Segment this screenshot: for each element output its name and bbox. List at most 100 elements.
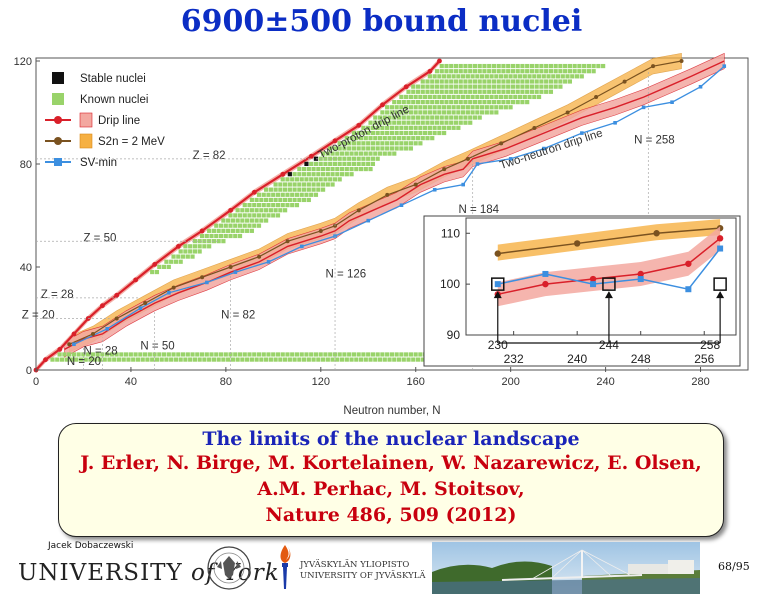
known-nucleus-cell — [249, 218, 254, 223]
known-nucleus-cell — [404, 141, 409, 146]
inset-svmin-point — [590, 281, 597, 288]
known-nucleus-cell — [418, 105, 423, 110]
known-nucleus-cell — [394, 110, 399, 115]
jyu-torch-icon — [280, 545, 291, 589]
known-nucleus-cell — [425, 89, 430, 94]
inset-marked-n-label: 244 — [599, 338, 619, 352]
inset-point — [716, 235, 724, 242]
known-nucleus-cell — [396, 357, 402, 362]
known-nucleus-cell — [487, 79, 492, 84]
known-nucleus-cell — [439, 89, 444, 94]
known-nucleus-cell — [290, 352, 295, 357]
known-nucleus-cell — [354, 151, 359, 156]
known-nucleus-cell — [366, 141, 371, 146]
known-nucleus-cell — [427, 105, 432, 110]
svmin-point — [105, 327, 109, 331]
known-nucleus-cell — [237, 233, 243, 239]
known-nucleus-cell — [475, 74, 480, 79]
known-nucleus-cell — [214, 352, 219, 357]
known-nucleus-cell — [249, 357, 254, 362]
known-nucleus-cell — [449, 79, 454, 84]
known-nucleus-cell — [287, 182, 292, 187]
known-nucleus-cell — [449, 69, 454, 74]
known-nucleus-cell — [444, 69, 449, 74]
known-nucleus-cell — [510, 89, 516, 94]
known-nucleus-cell — [283, 187, 288, 192]
known-nucleus-cell — [363, 357, 368, 362]
known-nucleus-cell — [451, 74, 456, 79]
known-nucleus-cell — [166, 264, 171, 269]
known-nucleus-cell — [389, 110, 394, 115]
known-nucleus-cell — [81, 352, 86, 357]
known-nucleus-cell — [245, 218, 250, 223]
known-nucleus-cell — [506, 84, 511, 89]
known-nucleus-cell — [309, 192, 314, 197]
known-nucleus-cell — [370, 125, 376, 130]
known-nucleus-cell — [316, 182, 321, 187]
known-nucleus-cell — [415, 357, 421, 362]
known-nucleus-cell — [176, 254, 181, 259]
known-nucleus-cell — [567, 63, 572, 69]
known-nucleus-cell — [520, 100, 525, 105]
drip-line-point — [332, 138, 338, 144]
x-axis-label: Neutron number, N — [343, 405, 440, 417]
known-nucleus-cell — [494, 110, 499, 115]
known-nucleus-cell — [278, 208, 283, 213]
known-nucleus-cell — [496, 79, 501, 84]
known-nucleus-cell — [309, 352, 314, 357]
known-nucleus-cell — [387, 136, 392, 141]
known-nucleus-cell — [135, 357, 141, 362]
known-nucleus-cell — [351, 352, 357, 357]
s2n-point — [442, 167, 447, 172]
known-nucleus-cell — [453, 115, 459, 120]
drip-line-point — [280, 171, 286, 177]
svmin-point — [399, 203, 404, 207]
drip-line-point — [427, 68, 433, 74]
known-nucleus-cell — [487, 100, 492, 105]
known-nucleus-cell — [320, 172, 326, 177]
known-nucleus-cell — [306, 172, 311, 177]
known-nucleus-cell — [484, 110, 489, 115]
known-nucleus-cell — [451, 105, 456, 110]
known-nucleus-cell — [601, 63, 606, 69]
known-nucleus-cell — [392, 357, 397, 362]
known-nucleus-cell — [342, 156, 347, 161]
known-nucleus-cell — [218, 233, 224, 239]
known-nucleus-cell — [510, 84, 516, 89]
known-nucleus-cell — [311, 187, 316, 192]
known-nucleus-cell — [527, 74, 532, 79]
known-nucleus-cell — [259, 357, 264, 362]
known-nucleus-cell — [406, 100, 411, 105]
known-nucleus-cell — [358, 136, 364, 141]
known-nucleus-cell — [515, 79, 520, 84]
inset-point — [653, 230, 660, 237]
york-prefix: UNIVERSITY — [18, 560, 183, 586]
known-nucleus-cell — [472, 84, 478, 89]
known-nucleus-cell — [361, 352, 366, 357]
known-nucleus-cell — [458, 120, 463, 125]
known-nucleus-cell — [510, 63, 516, 69]
known-nucleus-cell — [97, 357, 103, 362]
known-nucleus-cell — [548, 84, 554, 89]
known-nucleus-cell — [261, 213, 266, 218]
known-nucleus-cell — [439, 63, 444, 69]
known-nucleus-cell — [420, 84, 425, 89]
known-nucleus-cell — [304, 352, 309, 357]
drip-line-point — [403, 84, 409, 90]
known-nucleus-cell — [439, 79, 444, 84]
known-nucleus-cell — [508, 94, 513, 100]
known-nucleus-cell — [477, 100, 482, 105]
known-nucleus-cell — [472, 100, 478, 105]
known-nucleus-cell — [361, 146, 366, 151]
known-nucleus-cell — [57, 352, 62, 357]
known-nucleus-cell — [292, 197, 297, 203]
known-nucleus-cell — [404, 125, 409, 130]
known-nucleus-cell — [271, 192, 276, 197]
known-nucleus-cell — [434, 100, 440, 105]
york-logo: UNIVERSITY of York — [18, 560, 280, 586]
known-nucleus-cell — [214, 233, 219, 239]
known-nucleus-cell — [273, 182, 278, 187]
known-nucleus-cell — [425, 84, 430, 89]
known-nucleus-cell — [190, 352, 195, 357]
known-nucleus-cell — [439, 120, 444, 125]
